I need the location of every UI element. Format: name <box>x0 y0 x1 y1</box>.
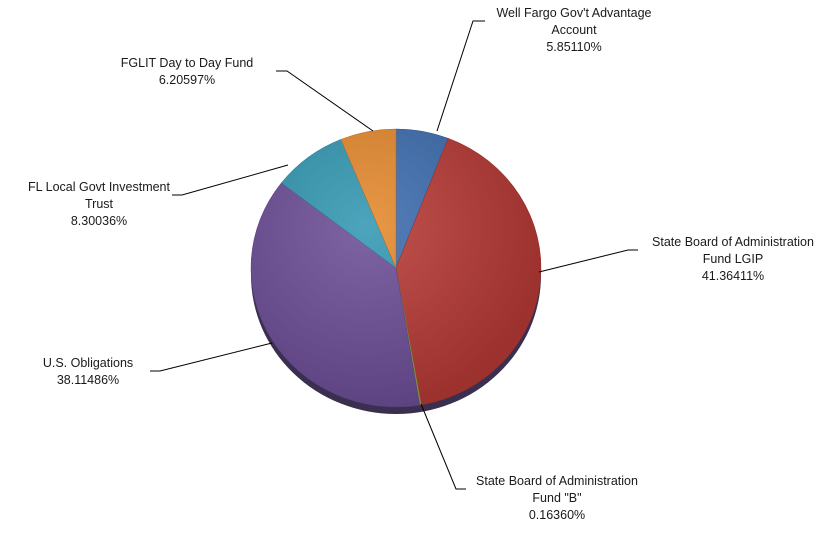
slice-label-line: Well Fargo Gov't Advantage <box>496 6 651 20</box>
slice-label-line: 6.20597% <box>159 73 215 87</box>
slice-label-5: FL Local Govt Investment Trust 8.30036% <box>28 180 170 228</box>
leader-line-6 <box>276 70 374 132</box>
slice-label-line: U.S. Obligations <box>43 356 133 370</box>
slice-label-line: 5.85110% <box>546 40 601 54</box>
slice-label-6: FGLIT Day to Day Fund 6.20597% <box>121 56 254 87</box>
slice-label-line: State Board of Administration <box>476 474 638 488</box>
slice-label-line: State Board of Administration <box>652 235 814 249</box>
pie-slice-2 <box>395 137 542 406</box>
slice-label-line: FGLIT Day to Day Fund <box>121 56 254 70</box>
slice-labels: Well Fargo Gov't Advantage Account 5.85110… <box>28 6 814 522</box>
slice-label-1: Well Fargo Gov't Advantage Account 5.85110… <box>496 6 651 54</box>
slice-label-line: Trust <box>85 197 114 211</box>
slice-label-3: State Board of Administration Fund "B" 0.1… <box>476 474 638 522</box>
leader-lines <box>150 20 638 490</box>
slice-label-line: Fund "B" <box>532 491 581 505</box>
slice-label-2: State Board of Administration Fund LGIP 41… <box>652 235 814 283</box>
pie-slice-4 <box>250 182 421 408</box>
leader-line-1 <box>436 20 485 132</box>
leader-line-2 <box>538 249 638 273</box>
slice-label-line: Account <box>551 23 597 37</box>
leader-line-4 <box>150 342 273 372</box>
slice-label-line: 0.16360% <box>529 508 585 522</box>
leader-line-3 <box>420 403 466 490</box>
pie-slice-6 <box>340 128 397 269</box>
slice-label-line: Fund LGIP <box>703 252 763 266</box>
leader-line-5 <box>172 164 289 196</box>
slice-label-line: 8.30036% <box>71 214 127 228</box>
pie-slices <box>250 128 542 408</box>
slice-label-line: FL Local Govt Investment <box>28 180 170 194</box>
slice-label-line: 38.11486% <box>57 373 119 387</box>
slice-label-line: 41.36411% <box>702 269 764 283</box>
slice-label-4: U.S. Obligations 38.11486% <box>43 356 133 387</box>
